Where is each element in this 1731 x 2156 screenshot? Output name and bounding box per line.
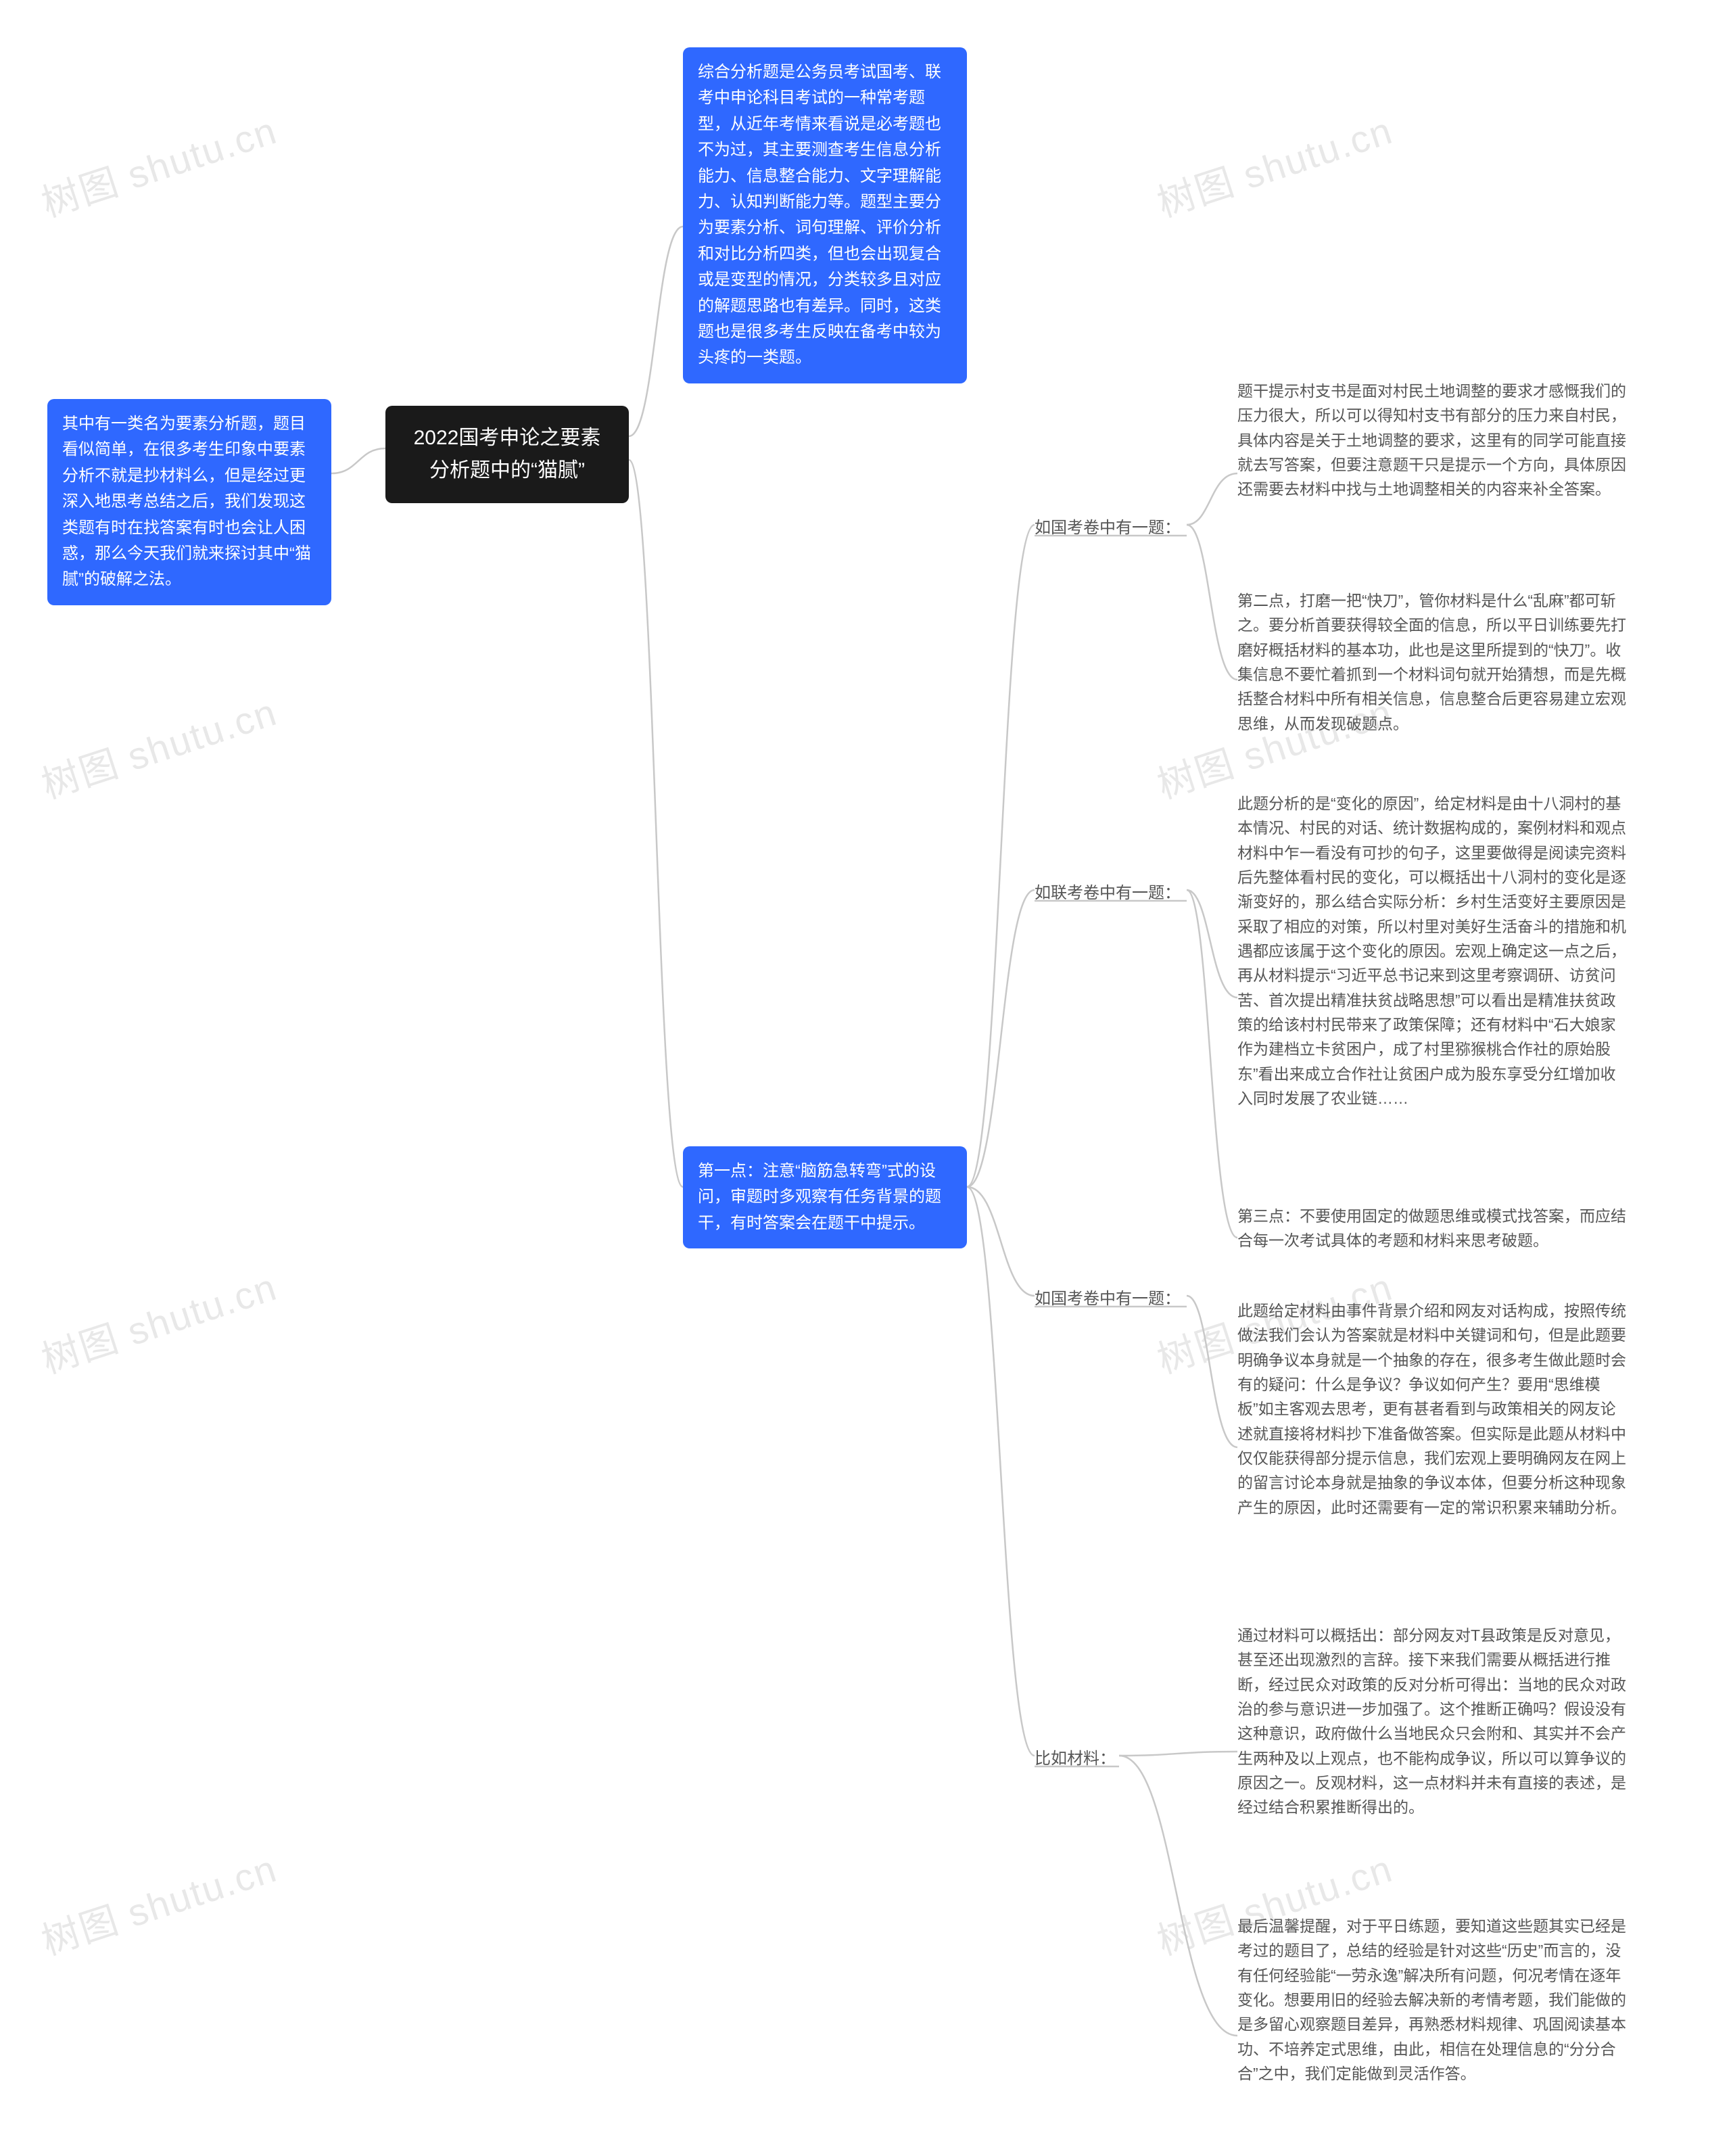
label-gk2: 如国考卷中有一题： (1035, 1285, 1181, 1309)
watermark: 树图 shutu.cn (34, 100, 283, 228)
top-overview-node: 综合分析题是公务员考试国考、联考中申论科目考试的一种常考题型，从近年考情来看说是… (683, 47, 967, 383)
root-node: 2022国考申论之要素分析题中的“猫腻” (385, 406, 629, 503)
watermark: 树图 shutu.cn (34, 682, 283, 810)
leaf-gk1-a: 题干提示村支书是面对村民土地调整的要求才感慨我们的压力很大，所以可以得知村支书有… (1237, 379, 1630, 502)
leaf-mat-b: 最后温馨提醒，对于平日练题，要知道这些题其实已经是考过的题目了，总结的经验是针对… (1237, 1914, 1630, 2086)
branch1-node: 第一点：注意“脑筋急转弯”式的设问，审题时多观察有任务背景的题干，有时答案会在题… (683, 1146, 967, 1248)
label-lk: 如联考卷中有一题： (1035, 879, 1181, 903)
leaf-mat-a: 通过材料可以概括出：部分网友对T县政策是反对意见，甚至还出现激烈的言辞。接下来我… (1237, 1623, 1630, 1820)
leaf-gk1-b: 第二点，打磨一把“快刀”，管你材料是什么“乱麻”都可斩之。要分析首要获得较全面的… (1237, 588, 1630, 736)
watermark: 树图 shutu.cn (1149, 100, 1399, 228)
leaf-lk-a: 此题分析的是“变化的原因”，给定材料是由十八洞村的基本情况、村民的对话、统计数据… (1237, 791, 1630, 1110)
left-intro-node: 其中有一类名为要素分析题，题目看似简单，在很多考生印象中要素分析不就是抄材料么，… (47, 399, 331, 605)
label-gk1: 如国考卷中有一题： (1035, 514, 1181, 538)
leaf-gk2-a: 此题给定材料由事件背景介绍和网友对话构成，按照传统做法我们会认为答案就是材料中关… (1237, 1298, 1630, 1520)
watermark: 树图 shutu.cn (34, 1838, 283, 1966)
leaf-lk-b: 第三点：不要使用固定的做题思维或模式找答案，而应结合每一次考试具体的考题和材料来… (1237, 1204, 1630, 1253)
watermark: 树图 shutu.cn (34, 1257, 283, 1384)
label-mat: 比如材料： (1035, 1745, 1116, 1768)
